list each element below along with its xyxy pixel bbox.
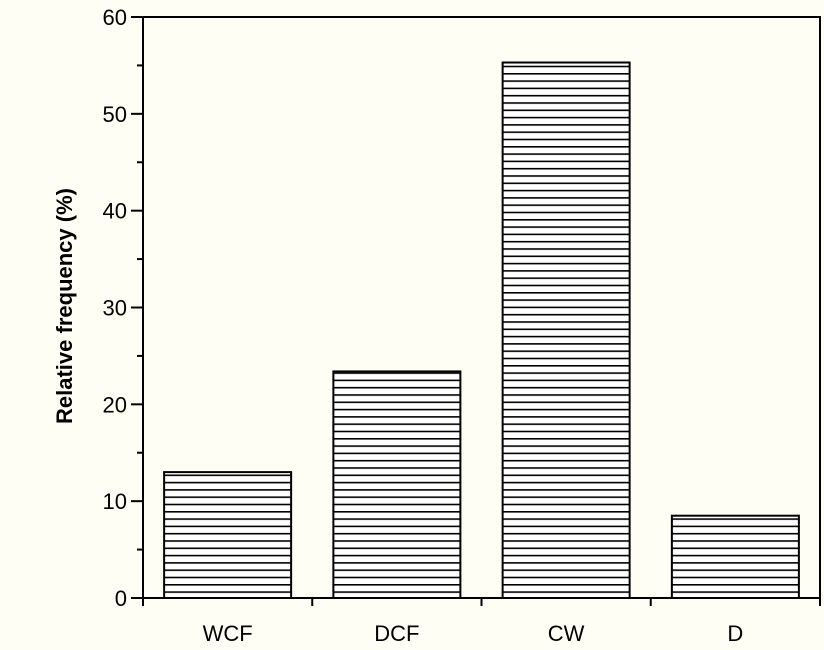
y-tick-label: 10 [103,489,127,514]
y-tick-label: 60 [103,5,127,30]
y-tick-label: 30 [103,296,127,321]
y-tick-label: 40 [103,199,127,224]
bar-wcf [163,471,293,599]
bar-d [670,514,800,599]
x-tick-label-cw: CW [548,621,585,646]
bar-dcf [332,370,462,599]
y-tick-label: 20 [103,392,127,417]
y-axis-title: Relative frequency (%) [52,188,77,424]
bars-layer [163,61,800,600]
y-tick-label: 0 [115,586,127,611]
y-tick-label: 50 [103,102,127,127]
x-tick-label-dcf: DCF [374,621,419,646]
x-tick-label-d: D [727,621,743,646]
bar-cw [501,61,631,600]
x-tick-label-wcf: WCF [203,621,253,646]
axes-layer: 0 10 20 30 40 50 60 WCF DCF CW D [103,5,821,646]
